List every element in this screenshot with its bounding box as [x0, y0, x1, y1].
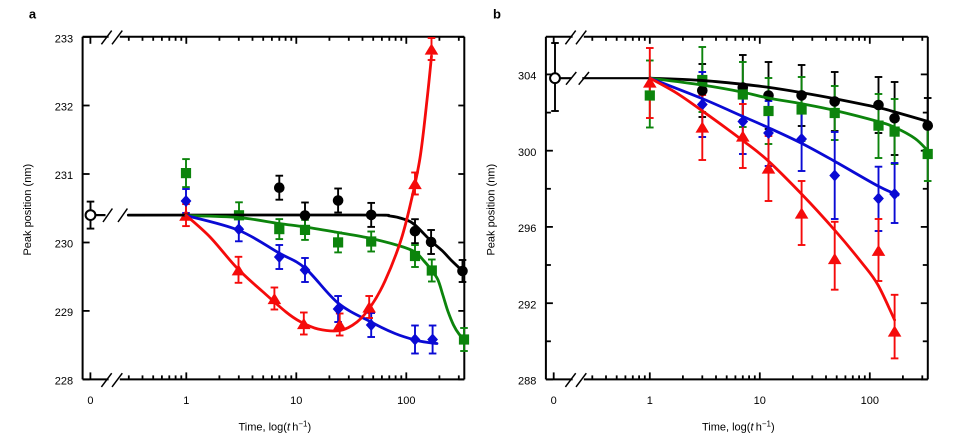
svg-text:10: 10	[290, 395, 302, 407]
svg-text:100: 100	[397, 395, 415, 407]
svg-text:228: 228	[55, 376, 73, 388]
svg-text:Peak position (nm): Peak position (nm)	[22, 164, 34, 256]
svg-text:a: a	[29, 7, 37, 22]
svg-text:288: 288	[518, 376, 536, 388]
svg-text:Time, log(t h−1): Time, log(t h−1)	[702, 420, 775, 434]
svg-text:232: 232	[55, 102, 73, 114]
svg-text:233: 233	[55, 33, 73, 45]
svg-text:1: 1	[647, 395, 653, 407]
svg-text:292: 292	[518, 299, 536, 311]
svg-text:1: 1	[183, 395, 189, 407]
svg-text:296: 296	[518, 223, 536, 235]
svg-text:Time, log(t h−1): Time, log(t h−1)	[238, 420, 311, 434]
svg-text:100: 100	[861, 395, 879, 407]
svg-text:0: 0	[87, 395, 93, 407]
svg-text:Peak position (nm): Peak position (nm)	[486, 164, 498, 256]
svg-text:b: b	[493, 7, 501, 22]
svg-text:10: 10	[754, 395, 766, 407]
svg-text:300: 300	[518, 147, 536, 159]
svg-text:229: 229	[55, 307, 73, 319]
svg-text:230: 230	[55, 239, 73, 251]
svg-text:0: 0	[551, 395, 557, 407]
svg-text:231: 231	[55, 170, 73, 182]
svg-text:304: 304	[518, 71, 536, 83]
